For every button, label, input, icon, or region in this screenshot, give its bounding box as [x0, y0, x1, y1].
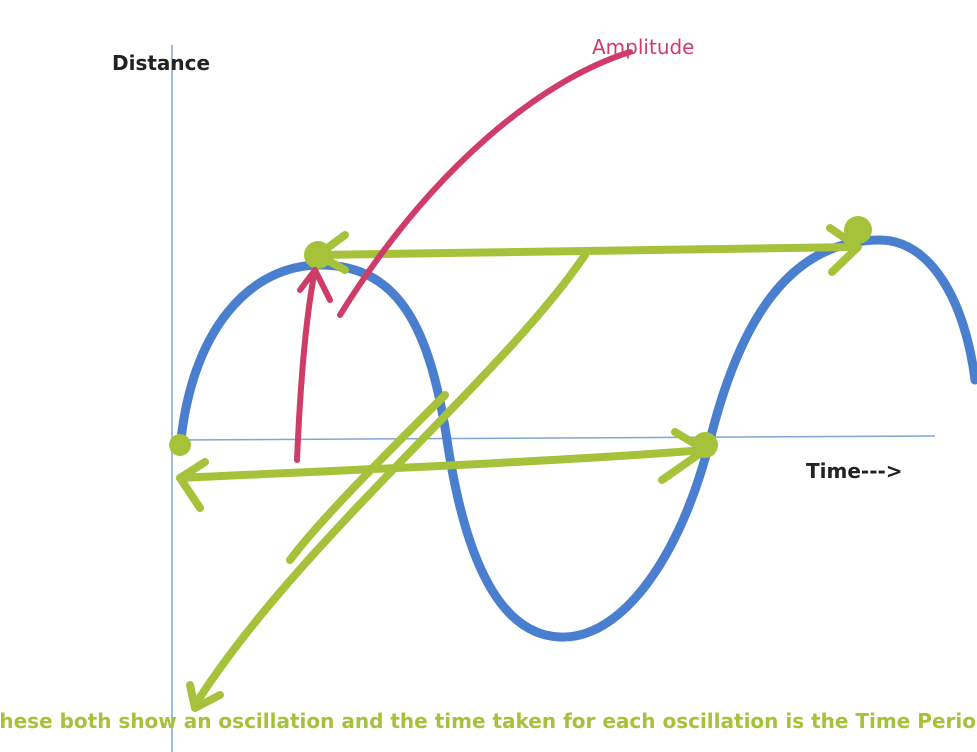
period-arrows: [176, 224, 862, 712]
dot: [169, 434, 191, 456]
y-axis-label: Distance: [112, 51, 210, 75]
caption: These both show an oscillation and the t…: [0, 709, 977, 733]
x-axis: [171, 435, 936, 441]
arrowhead: [176, 458, 209, 512]
amplitude-arrows: [294, 49, 633, 463]
lower-arrow: [176, 446, 709, 482]
x-axis-label: Time--->: [806, 459, 903, 483]
amplitude-pointer: [337, 49, 633, 318]
pointer: [191, 251, 589, 709]
dot: [304, 241, 332, 269]
arrowhead: [186, 681, 224, 712]
amplitude-arrow: [294, 267, 318, 463]
points: [169, 216, 872, 458]
dot: [844, 216, 872, 244]
dot: [692, 432, 718, 458]
pointer: [286, 391, 449, 564]
upper-arrow: [314, 243, 859, 259]
arrowhead: [826, 224, 862, 276]
arrowhead: [297, 267, 333, 303]
amplitude-label: Amplitude: [592, 35, 695, 59]
